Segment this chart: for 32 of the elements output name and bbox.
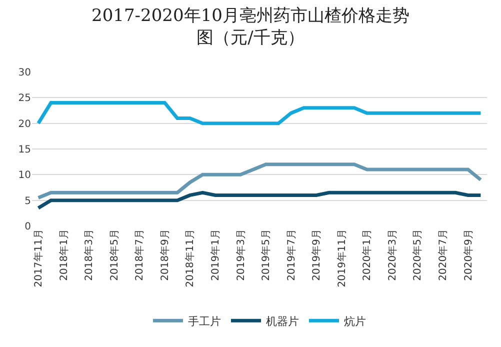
legend-label: 机器片 [266, 314, 299, 328]
y-tick-label: 5 [24, 196, 31, 207]
x-tick-label: 2018年3月 [83, 229, 96, 281]
x-tick-label: 2020年9月 [462, 229, 474, 281]
x-tick-label: 2019年3月 [234, 229, 247, 281]
x-tick-label: 2019年9月 [310, 229, 323, 281]
y-tick-label: 25 [18, 93, 31, 104]
y-tick-label: 30 [18, 68, 31, 78]
y-tick-label: 0 [24, 222, 31, 232]
legend-label: 炕片 [344, 314, 366, 328]
x-tick-label: 2018年9月 [158, 229, 171, 281]
x-tick-label: 2019年5月 [260, 229, 272, 281]
x-tick-label: 2020年1月 [361, 229, 374, 281]
x-tick-label: 2020年3月 [386, 229, 398, 281]
x-tick-label: 2018年11月 [184, 229, 196, 288]
line-series [36, 162, 482, 200]
y-tick-label: 20 [18, 118, 31, 130]
x-tick-label: 2019年7月 [285, 229, 298, 281]
x-tick-label: 2020年5月 [412, 229, 424, 281]
line-series [36, 190, 482, 210]
x-tick-label: 2020年7月 [437, 229, 450, 281]
y-tick-label: 10 [18, 170, 31, 182]
x-tick-label: 2019年11月 [336, 229, 348, 288]
chart-title: 2017-2020年10月亳州药市山楂价格走势图（元/千克） [92, 6, 410, 48]
x-tick-label: 2018年5月 [108, 229, 120, 281]
line-series [36, 101, 482, 126]
x-tick-label: 2019年1月 [210, 229, 222, 281]
y-tick-label: 15 [18, 144, 31, 156]
x-tick-label: 2018年7月 [134, 229, 146, 281]
x-tick-label: 2018年1月 [58, 229, 70, 281]
x-tick-label: 2017年11月 [32, 229, 45, 288]
legend-label: 手工片 [188, 314, 221, 328]
